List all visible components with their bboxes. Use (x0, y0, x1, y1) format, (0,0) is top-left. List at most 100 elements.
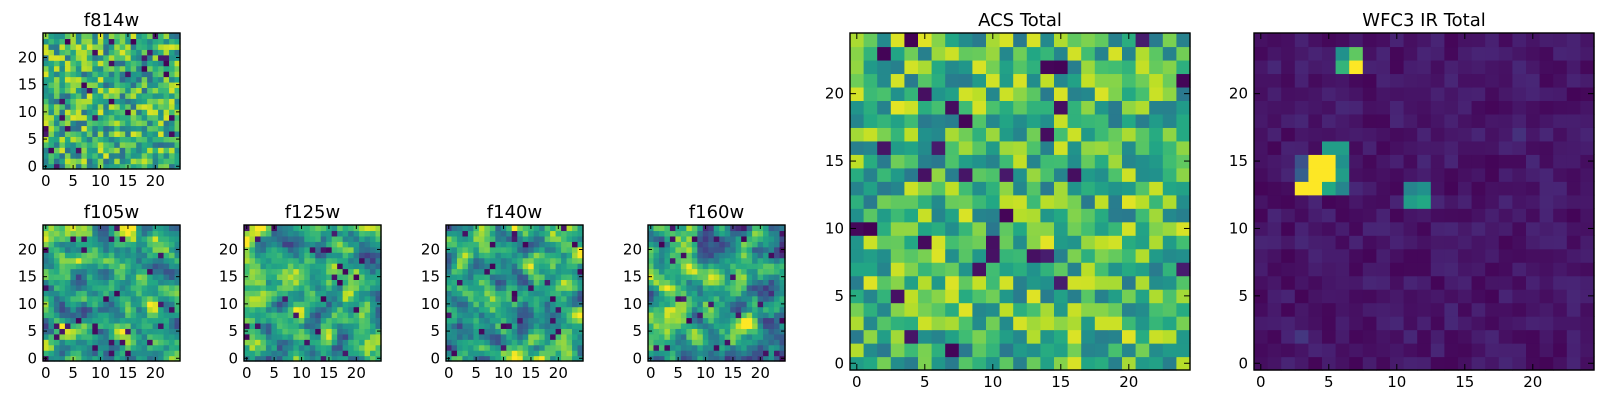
heatmap-cell (478, 241, 485, 248)
heatmap-cell (680, 333, 687, 340)
heatmap-cell (282, 252, 289, 259)
heatmap-cell (1013, 59, 1028, 75)
heatmap-cell (999, 356, 1014, 371)
heatmap-cell (342, 312, 349, 319)
heatmap-cell (359, 241, 366, 248)
heatmap-cell (1580, 194, 1595, 209)
heatmap-cell (653, 279, 660, 286)
heatmap-cell (298, 301, 305, 308)
heatmap-cell (506, 317, 513, 324)
heatmap-cell (70, 152, 77, 159)
heatmap-cell (1471, 275, 1486, 290)
heatmap-cell (1122, 316, 1137, 331)
heatmap-cell (918, 33, 933, 48)
heatmap-cell (517, 301, 524, 308)
heatmap-cell (752, 344, 759, 351)
heatmap-cell (174, 60, 181, 67)
heatmap-cell (1094, 86, 1109, 101)
heatmap-cell (1539, 248, 1554, 263)
heatmap-cell (1390, 343, 1405, 358)
heatmap-cell (697, 273, 704, 280)
heatmap-cell (53, 252, 61, 259)
heatmap-cell (506, 290, 513, 297)
heatmap-cell (136, 60, 143, 67)
heatmap-cell (1498, 73, 1513, 88)
heatmap-cell (353, 230, 360, 237)
heatmap-cell (331, 257, 338, 264)
heatmap-cell (293, 230, 300, 237)
heatmap-cell (658, 350, 666, 357)
heatmap-cell (130, 158, 137, 165)
heatmap-cell (918, 343, 933, 358)
heatmap-cell (309, 301, 316, 308)
heatmap-cell (1539, 194, 1554, 209)
heatmap-cell (169, 125, 176, 132)
heatmap-cell (958, 113, 973, 128)
heatmap-cell (86, 163, 93, 170)
heatmap-cell (1580, 33, 1595, 48)
heatmap-cell (158, 263, 165, 270)
heatmap-cell (522, 350, 529, 357)
heatmap-cell (763, 279, 770, 286)
heatmap-cell (550, 328, 557, 335)
heatmap-cell (364, 268, 371, 275)
heatmap-cell (1430, 329, 1445, 344)
heatmap-cell (1281, 154, 1296, 169)
heatmap-cell (59, 141, 66, 148)
heatmap-cell (1417, 46, 1432, 61)
heatmap-cell (1362, 289, 1377, 304)
heatmap-cell (986, 248, 1001, 263)
heatmap-cell (1553, 73, 1568, 88)
heatmap-cell (260, 295, 267, 302)
heatmap-cell (522, 252, 529, 259)
heatmap-cell (539, 312, 546, 319)
heatmap-cell (342, 290, 349, 297)
heatmap-cell (81, 355, 88, 362)
heatmap-cell (648, 306, 655, 313)
heatmap-cell (1040, 289, 1055, 304)
heatmap-cell (320, 263, 327, 270)
heatmap-cell (130, 306, 137, 313)
heatmap-cell (86, 241, 93, 248)
heatmap-cell (918, 194, 933, 209)
heatmap-cell (1403, 59, 1418, 75)
heatmap-cell (169, 114, 176, 121)
heatmap-cell (53, 109, 61, 116)
heatmap-cell (730, 257, 737, 264)
heatmap-cell (86, 76, 93, 83)
heatmap-cell (945, 86, 960, 101)
heatmap-cell (1162, 181, 1177, 196)
heatmap-cell (53, 43, 61, 50)
heatmap-cell (315, 225, 322, 232)
heatmap-cell (70, 328, 77, 335)
heatmap-cell (1322, 302, 1337, 317)
heatmap-cell (757, 257, 764, 264)
heatmap-cell (945, 248, 960, 263)
heatmap-cell (686, 241, 693, 248)
heatmap-cell (276, 241, 283, 248)
heatmap-cell (1176, 356, 1191, 371)
heatmap-cell (337, 268, 344, 275)
heatmap-cell (1417, 140, 1432, 155)
heatmap-cell (1471, 73, 1486, 88)
heatmap-cell (478, 273, 485, 280)
heatmap-cell (287, 263, 294, 270)
heatmap-cell (108, 355, 115, 362)
x-tick-label: 15 (319, 364, 338, 382)
heatmap-cell (746, 317, 753, 324)
heatmap-cell (484, 235, 491, 242)
heatmap-cell (1281, 302, 1296, 317)
heatmap-cell (348, 312, 355, 319)
heatmap-cell (555, 328, 562, 335)
heatmap-cell (125, 120, 132, 127)
heatmap-cell (763, 339, 770, 346)
heatmap-cell (108, 322, 115, 329)
heatmap-cell (680, 235, 687, 242)
heatmap-cell (686, 246, 693, 253)
heatmap-cell (276, 295, 283, 302)
heatmap-cell (75, 328, 82, 335)
heatmap-cell (108, 301, 115, 308)
heatmap-cell (1267, 127, 1282, 142)
heatmap-cell (986, 140, 1001, 155)
heatmap-cell (774, 322, 781, 329)
